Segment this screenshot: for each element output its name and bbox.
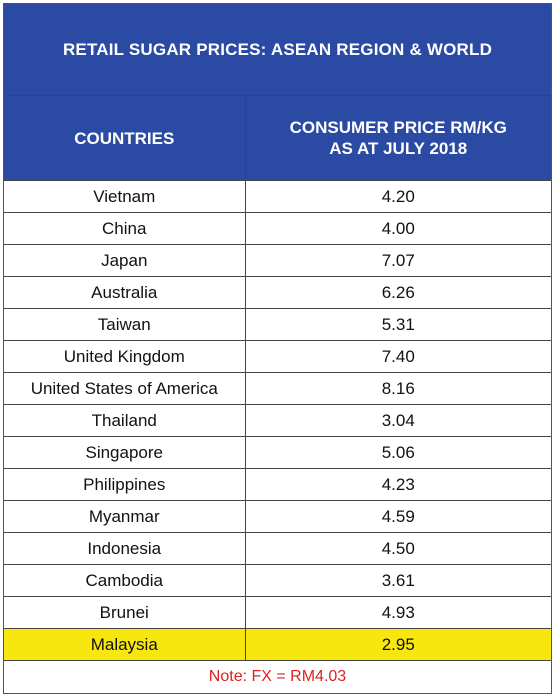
table-row: Thailand 3.04 [4,404,551,437]
price-cell: 7.07 [245,244,551,277]
price-cell: 2.95 [245,628,551,661]
country-cell: China [4,212,246,245]
country-cell: United States of America [4,372,246,405]
table-row: Brunei 4.93 [4,596,551,629]
price-cell: 5.06 [245,436,551,469]
table-row: Australia 6.26 [4,276,551,309]
price-cell: 3.61 [245,564,551,597]
column-header-countries: COUNTRIES [4,96,246,181]
price-cell: 4.93 [245,596,551,629]
sugar-price-table-card: RETAIL SUGAR PRICES: ASEAN REGION & WORL… [3,3,552,694]
table-row: Indonesia 4.50 [4,532,551,565]
column-header-countries-line: COUNTRIES [74,128,175,148]
country-cell: Thailand [4,404,246,437]
column-header-price-line-2: AS AT JULY 2018 [329,139,468,158]
price-cell: 4.20 [245,180,551,213]
country-cell: Australia [4,276,246,309]
column-header-price-line-1: CONSUMER PRICE RM/KG [289,118,507,137]
fx-note: Note: FX = RM4.03 [208,668,347,685]
country-cell: United Kingdom [4,340,246,373]
country-cell: Philippines [4,468,246,501]
table-title: RETAIL SUGAR PRICES: ASEAN REGION & WORL… [4,4,551,96]
country-cell: Vietnam [4,180,246,213]
price-cell: 5.31 [245,308,551,341]
header-row: COUNTRIES CONSUMER PRICE RM/KG AS AT JUL… [4,96,551,181]
price-table: COUNTRIES CONSUMER PRICE RM/KG AS AT JUL… [4,96,551,661]
country-cell: Malaysia [4,628,246,661]
table-row: Taiwan 5.31 [4,308,551,341]
country-cell: Singapore [4,436,246,469]
table-row: Singapore 5.06 [4,436,551,469]
country-cell: Indonesia [4,532,246,565]
country-cell: Japan [4,244,246,277]
price-cell: 6.26 [245,276,551,309]
price-cell: 8.16 [245,372,551,405]
price-cell: 4.59 [245,500,551,533]
table-row: Malaysia 2.95 [4,628,551,661]
table-row: United Kingdom 7.40 [4,340,551,373]
column-header-consumer-price: CONSUMER PRICE RM/KG AS AT JULY 2018 [245,96,551,181]
country-cell: Brunei [4,596,246,629]
table-row: United States of America 8.16 [4,372,551,405]
table-row: Japan 7.07 [4,244,551,277]
table-row: China 4.00 [4,212,551,245]
table-row: Philippines 4.23 [4,468,551,501]
table-row: Vietnam 4.20 [4,180,551,213]
price-cell: 3.04 [245,404,551,437]
price-cell: 4.00 [245,212,551,245]
price-cell: 4.23 [245,468,551,501]
table-row: Myanmar 4.59 [4,500,551,533]
table-row: Cambodia 3.61 [4,564,551,597]
price-cell: 7.40 [245,340,551,373]
country-cell: Taiwan [4,308,246,341]
price-cell: 4.50 [245,532,551,565]
country-cell: Myanmar [4,500,246,533]
country-cell: Cambodia [4,564,246,597]
